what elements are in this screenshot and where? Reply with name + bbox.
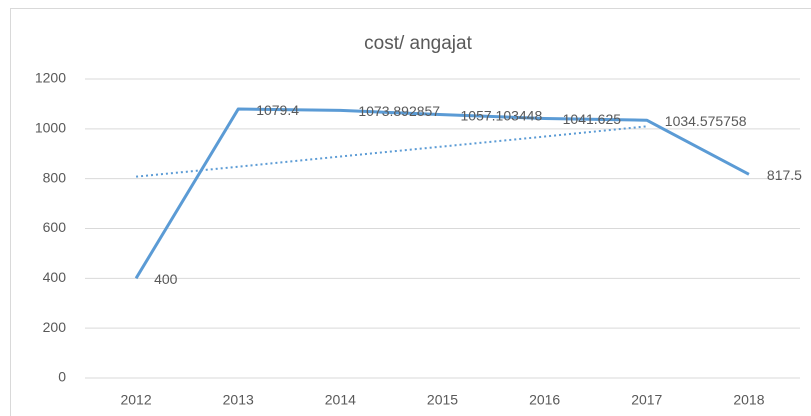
x-tick-label: 2012 [120,392,151,408]
y-tick-label: 400 [43,269,67,285]
x-tick-label: 2017 [631,392,662,408]
data-label: 817.5 [767,167,802,183]
x-tick-label: 2014 [325,392,356,408]
data-label: 1079.4 [256,102,299,118]
data-label: 400 [154,271,178,287]
chart-title: cost/ angajat [364,33,472,54]
data-label: 1057.103448 [461,107,543,123]
x-tick-label: 2015 [427,392,458,408]
x-tick-label: 2018 [733,392,764,408]
data-label: 1073.892857 [358,103,440,119]
y-tick-label: 600 [43,219,67,235]
data-label: 1034.575758 [665,113,747,129]
trendline [135,125,647,178]
x-tick-label: 2013 [223,392,254,408]
y-tick-label: 1200 [35,70,66,86]
y-tick-label: 800 [43,169,67,185]
y-tick-label: 0 [58,369,66,385]
chart-frame [10,8,811,416]
x-tick-label: 2016 [529,392,560,408]
y-tick-label: 1000 [35,120,66,136]
y-tick-label: 200 [43,319,67,335]
data-line [134,107,750,280]
data-label: 1041.625 [563,111,622,127]
